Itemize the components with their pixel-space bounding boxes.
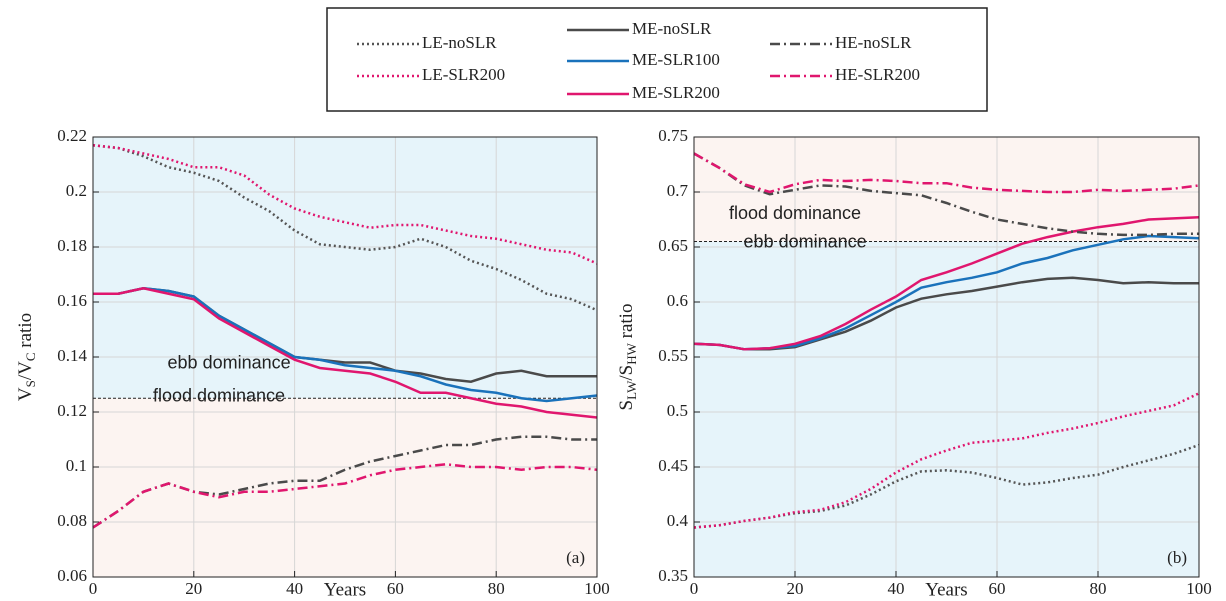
above-region (694, 137, 1199, 242)
y-tick-label: 0.12 (57, 401, 87, 420)
annotation: flood dominance (153, 385, 285, 405)
y-axis-label-part: S (616, 400, 637, 411)
y-axis-label-part: V (15, 387, 36, 401)
series-line (693, 152, 1199, 237)
legend-label: HE-SLR200 (835, 65, 920, 84)
y-tick-label: 0.08 (57, 511, 87, 530)
legend-label: HE-noSLR (835, 33, 912, 52)
x-tick-label: 0 (89, 579, 98, 598)
legend-label: LE-SLR200 (422, 65, 505, 84)
panel-label: (a) (566, 548, 585, 567)
y-tick-label: 0.7 (667, 181, 689, 200)
series-line (693, 216, 1200, 351)
x-axis-label: Years (324, 579, 366, 600)
y-tick-label: 0.6 (667, 291, 688, 310)
y-tick-label: 0.45 (658, 456, 688, 475)
series-line (92, 462, 598, 529)
series-line (93, 286, 598, 403)
legend-box (326, 7, 988, 112)
series-line (93, 286, 598, 419)
above-region (93, 137, 597, 399)
x-tick-label: 60 (387, 579, 404, 598)
x-tick-label: 20 (787, 579, 804, 598)
series-line (92, 435, 597, 529)
y-tick-label: 0.22 (57, 126, 87, 145)
annotation: ebb dominance (168, 352, 291, 372)
y-axis-label-part: /S (616, 365, 637, 381)
y-tick-label: 0.16 (57, 291, 87, 310)
y-axis-label-part: ratio (15, 313, 36, 353)
legend-label: ME-SLR200 (632, 83, 720, 102)
legend-label: ME-noSLR (632, 19, 712, 38)
plot-frame (693, 136, 1200, 578)
series-line (693, 443, 1200, 529)
legend-label: ME-SLR100 (632, 50, 720, 69)
x-axis-label: Years (925, 579, 967, 600)
x-tick-label: 40 (286, 579, 303, 598)
y-axis-label-part: C (23, 352, 38, 361)
y-tick-label: 0.06 (57, 566, 87, 585)
x-tick-label: 60 (989, 579, 1006, 598)
annotation: ebb dominance (744, 231, 867, 251)
panel-label: (b) (1167, 548, 1187, 567)
series-line (92, 144, 598, 265)
y-axis-label-part: HW (624, 342, 639, 364)
y-axis-label-part: LW (624, 380, 639, 400)
x-tick-label: 100 (1186, 579, 1212, 598)
x-tick-label: 40 (888, 579, 905, 598)
x-tick-label: 100 (584, 579, 610, 598)
y-tick-label: 0.4 (667, 511, 689, 530)
plot-frame (92, 136, 598, 578)
y-tick-label: 0.1 (66, 456, 87, 475)
y-tick-label: 0.35 (658, 566, 688, 585)
y-tick-label: 0.55 (658, 346, 688, 365)
series-line (693, 152, 1200, 194)
y-axis-label-part: S (23, 380, 38, 387)
x-tick-label: 0 (690, 579, 699, 598)
y-axis-label: VS/VC ratio (15, 313, 38, 401)
y-tick-label: 0.2 (66, 181, 87, 200)
annotation: flood dominance (729, 203, 861, 223)
y-tick-label: 0.75 (658, 126, 688, 145)
series-line (92, 144, 598, 312)
y-tick-label: 0.65 (658, 236, 688, 255)
x-tick-label: 20 (185, 579, 202, 598)
y-axis-label-part: ratio (616, 304, 637, 344)
y-tick-label: 0.18 (57, 236, 87, 255)
x-tick-label: 80 (488, 579, 505, 598)
below-region (93, 398, 597, 577)
y-axis-label-part: /V (15, 361, 36, 380)
x-tick-label: 80 (1090, 579, 1107, 598)
y-tick-label: 0.14 (57, 346, 87, 365)
series-line (693, 392, 1200, 529)
below-region (694, 241, 1199, 577)
y-axis-label: SLW/SHW ratio (616, 304, 639, 411)
legend-label: LE-noSLR (422, 33, 497, 52)
y-tick-label: 0.5 (667, 401, 688, 420)
